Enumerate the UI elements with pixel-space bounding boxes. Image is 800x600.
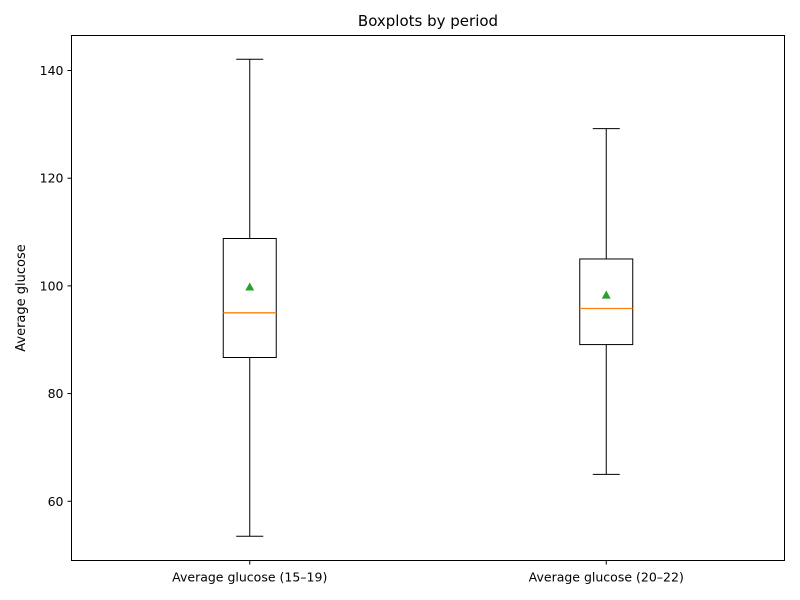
y-tick-label: 140 [40, 63, 64, 78]
y-tick-label: 100 [40, 278, 64, 293]
y-axis-title: Average glucose [14, 244, 29, 352]
iqr-box [579, 258, 634, 346]
y-tick-label: 60 [48, 494, 64, 509]
boxplot-2 [579, 128, 634, 475]
x-tick-label: Average glucose (20–22) [529, 570, 684, 585]
chart-title: Boxplots by period [358, 12, 498, 30]
plot-frame [71, 35, 785, 561]
mean-marker [601, 290, 611, 299]
y-tick-label: 120 [40, 171, 64, 186]
iqr-box [222, 238, 277, 358]
plot-area [222, 58, 634, 537]
mean-marker [245, 282, 255, 291]
boxplot-1 [222, 58, 277, 537]
x-tick-label: Average glucose (15–19) [172, 570, 327, 585]
y-tick-label: 80 [48, 386, 64, 401]
